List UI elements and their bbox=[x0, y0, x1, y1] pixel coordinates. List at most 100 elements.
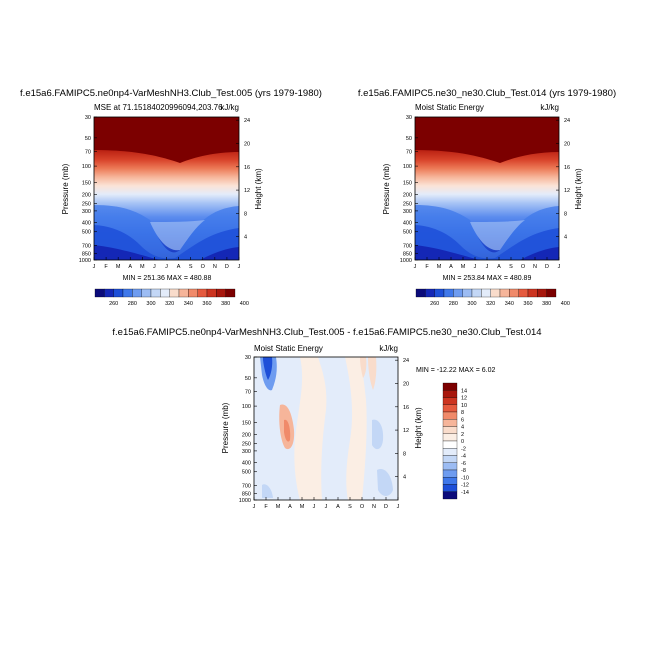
pressure-tick-label: 400 bbox=[82, 221, 91, 227]
panel-3-ylabel: Pressure (mb) bbox=[221, 402, 230, 453]
colorbar-swatch bbox=[442, 448, 458, 456]
pressure-tick-label: 400 bbox=[403, 221, 412, 227]
colorbar-label: 380 bbox=[221, 301, 230, 307]
month-tick-label: A bbox=[449, 264, 453, 270]
panel-1-minmax: MIN = 251.36 MAX = 480.88 bbox=[123, 275, 212, 282]
colorbar-swatch bbox=[104, 288, 114, 298]
height-tick-label: 24 bbox=[244, 118, 250, 124]
pressure-tick-label: 300 bbox=[403, 209, 412, 215]
height-tick-label: 16 bbox=[244, 165, 250, 171]
month-tick-label: J bbox=[93, 264, 96, 270]
colorbar-swatch bbox=[509, 288, 519, 298]
colorbar-label: 260 bbox=[430, 301, 439, 307]
colorbar-label: 14 bbox=[461, 388, 467, 394]
panel-2-title: f.e15a6.FAMIPC5.ne30_ne30.Club_Test.014 … bbox=[358, 88, 616, 99]
colorbar-label: 340 bbox=[505, 301, 514, 307]
colorbar-swatch bbox=[178, 288, 189, 298]
colorbar-swatch bbox=[442, 440, 458, 449]
panel-1-title: f.e15a6.FAMIPC5.ne0np4-VarMeshNH3.Club_T… bbox=[20, 88, 322, 99]
colorbar-label: 260 bbox=[109, 301, 118, 307]
pressure-tick-label: 500 bbox=[242, 470, 251, 476]
panel-3-left-string: Moist Static Energy bbox=[254, 344, 323, 353]
panel-1-ylabel: Pressure (mb) bbox=[61, 163, 70, 214]
panel-1: f.e15a6.FAMIPC5.ne0np4-VarMeshNH3.Club_T… bbox=[20, 88, 322, 282]
height-tick-label: 8 bbox=[403, 451, 406, 457]
month-tick-label: J bbox=[397, 504, 400, 510]
pressure-tick-label: 30 bbox=[85, 115, 91, 121]
height-tick-label: 16 bbox=[403, 405, 409, 411]
pressure-tick-label: 200 bbox=[403, 192, 412, 198]
colorbar-swatch bbox=[113, 288, 124, 298]
colorbar-label: 320 bbox=[165, 301, 174, 307]
colorbar-label: 4 bbox=[461, 425, 464, 431]
panel-3-plot bbox=[253, 356, 399, 501]
colorbar-swatch bbox=[442, 390, 458, 398]
generated-axes: 3050701001502002503004005007008501000242… bbox=[79, 115, 570, 510]
colorbar-label: 360 bbox=[523, 301, 532, 307]
colorbar-swatch bbox=[462, 288, 473, 298]
month-tick-label: J bbox=[474, 264, 477, 270]
colorbar-label: 300 bbox=[146, 301, 155, 307]
height-tick-label: 8 bbox=[564, 211, 567, 217]
colorbar-swatch bbox=[518, 288, 529, 298]
pressure-tick-label: 300 bbox=[242, 449, 251, 455]
colorbar-swatch bbox=[442, 491, 458, 500]
colorbar-swatch bbox=[216, 288, 226, 298]
pressure-tick-label: 500 bbox=[403, 230, 412, 236]
pressure-tick-label: 150 bbox=[242, 421, 251, 427]
height-tick-label: 12 bbox=[564, 188, 570, 194]
month-tick-label: J bbox=[414, 264, 417, 270]
colorbar-swatch bbox=[141, 288, 152, 298]
month-tick-label: F bbox=[264, 504, 268, 510]
colorbar-swatch bbox=[132, 288, 142, 298]
panel-3-title: f.e15a6.FAMIPC5.ne0np4-VarMeshNH3.Club_T… bbox=[112, 327, 541, 338]
colorbar-swatch bbox=[442, 469, 458, 478]
colorbar-label: 360 bbox=[202, 301, 211, 307]
panel-1-right-string: kJ/kg bbox=[220, 103, 239, 112]
pressure-tick-label: 250 bbox=[403, 201, 412, 207]
colorbar-label: 280 bbox=[128, 301, 137, 307]
pressure-tick-label: 150 bbox=[403, 181, 412, 187]
height-tick-label: 24 bbox=[403, 358, 409, 364]
pressure-tick-label: 250 bbox=[82, 201, 91, 207]
pressure-tick-label: 1000 bbox=[400, 258, 412, 264]
pressure-tick-label: 200 bbox=[242, 432, 251, 438]
month-tick-label: J bbox=[325, 504, 328, 510]
colorbar-swatch bbox=[442, 462, 458, 471]
month-tick-label: A bbox=[497, 264, 501, 270]
pressure-tick-label: 1000 bbox=[79, 258, 91, 264]
colorbar-label: 10 bbox=[461, 403, 467, 409]
colorbar-label: 400 bbox=[561, 301, 570, 307]
pressure-tick-label: 30 bbox=[245, 355, 251, 361]
panel-2-minmax: MIN = 253.84 MAX = 480.89 bbox=[443, 275, 532, 282]
month-tick-label: S bbox=[348, 504, 352, 510]
pressure-tick-label: 1000 bbox=[239, 498, 251, 504]
colorbar-swatch bbox=[160, 288, 170, 298]
colorbar-label: 300 bbox=[467, 301, 476, 307]
colorbar-swatch bbox=[434, 288, 445, 298]
height-tick-label: 8 bbox=[244, 211, 247, 217]
colorbar-swatch bbox=[499, 288, 510, 298]
month-tick-label: F bbox=[104, 264, 108, 270]
height-tick-label: 12 bbox=[403, 428, 409, 434]
panel-3: f.e15a6.FAMIPC5.ne0np4-VarMeshNH3.Club_T… bbox=[112, 327, 542, 501]
colorbar-swatch bbox=[415, 288, 426, 298]
height-tick-label: 20 bbox=[244, 141, 250, 147]
pressure-tick-label: 50 bbox=[85, 136, 91, 142]
month-tick-label: S bbox=[189, 264, 193, 270]
month-tick-label: M bbox=[437, 264, 442, 270]
colorbar-swatch bbox=[188, 288, 198, 298]
month-tick-label: A bbox=[288, 504, 292, 510]
panel-1-ylabel-right: Height (km) bbox=[254, 168, 263, 210]
colorbar-label: 400 bbox=[240, 301, 249, 307]
colorbar-label: 340 bbox=[184, 301, 193, 307]
colorbar-label: 12 bbox=[461, 396, 467, 402]
colorbar-swatch bbox=[442, 382, 458, 391]
pressure-tick-label: 200 bbox=[82, 192, 91, 198]
month-tick-label: J bbox=[486, 264, 489, 270]
month-tick-label: N bbox=[372, 504, 376, 510]
month-tick-label: N bbox=[533, 264, 537, 270]
panel-1-left-string: MSE at 71.15184020996094,203.76 bbox=[94, 103, 223, 112]
colorbar-swatch bbox=[442, 477, 458, 485]
